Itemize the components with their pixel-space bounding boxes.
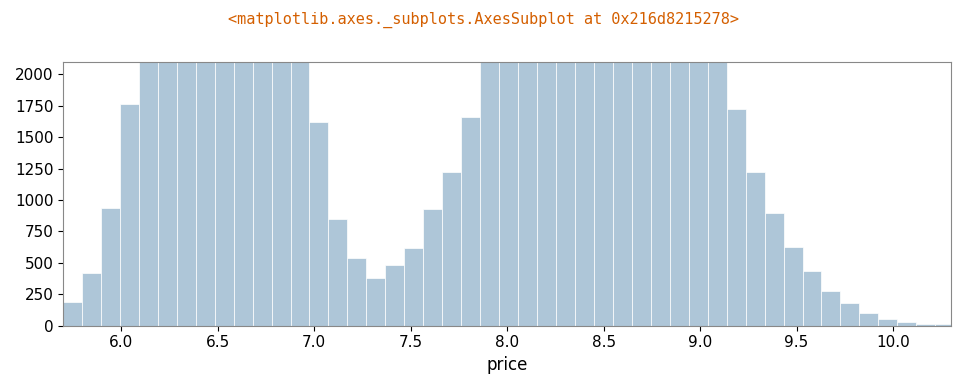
Bar	[461, 117, 480, 326]
Bar	[594, 0, 612, 326]
Bar	[44, 316, 63, 326]
Bar	[291, 0, 309, 326]
Bar	[348, 258, 366, 326]
Bar	[669, 0, 689, 326]
Bar	[518, 0, 537, 326]
Bar	[783, 247, 803, 326]
Bar	[840, 303, 860, 326]
Bar	[82, 273, 100, 326]
Bar	[632, 0, 651, 326]
Bar	[25, 322, 44, 326]
Bar	[746, 172, 764, 326]
Bar	[177, 0, 196, 326]
Bar	[803, 270, 821, 326]
Bar	[821, 291, 840, 326]
Bar	[63, 302, 82, 326]
Bar	[726, 109, 746, 326]
Bar	[708, 50, 726, 326]
Bar	[405, 248, 423, 326]
Bar	[309, 122, 328, 326]
Bar	[328, 219, 348, 326]
Bar	[196, 0, 214, 326]
Bar	[860, 313, 878, 326]
Bar	[385, 266, 405, 326]
X-axis label: price: price	[487, 356, 527, 374]
Bar	[556, 0, 575, 326]
Bar	[252, 0, 271, 326]
Bar	[120, 104, 139, 326]
Bar	[537, 0, 556, 326]
Bar	[575, 0, 594, 326]
Bar	[917, 324, 935, 326]
Bar	[499, 0, 518, 326]
Text: <matplotlib.axes._subplots.AxesSubplot at 0x216d8215278>: <matplotlib.axes._subplots.AxesSubplot a…	[228, 12, 738, 28]
Bar	[897, 322, 917, 326]
Bar	[689, 0, 708, 326]
Bar	[764, 213, 783, 326]
Bar	[878, 319, 897, 326]
Bar	[139, 0, 157, 326]
Bar	[651, 0, 669, 326]
Bar	[423, 209, 442, 326]
Bar	[612, 0, 632, 326]
Bar	[214, 0, 234, 326]
Bar	[442, 172, 461, 326]
Bar	[157, 0, 177, 326]
Bar	[480, 54, 499, 326]
Bar	[366, 278, 385, 326]
Bar	[954, 325, 966, 326]
Bar	[271, 0, 291, 326]
Bar	[234, 0, 252, 326]
Bar	[935, 324, 954, 326]
Bar	[100, 208, 120, 326]
